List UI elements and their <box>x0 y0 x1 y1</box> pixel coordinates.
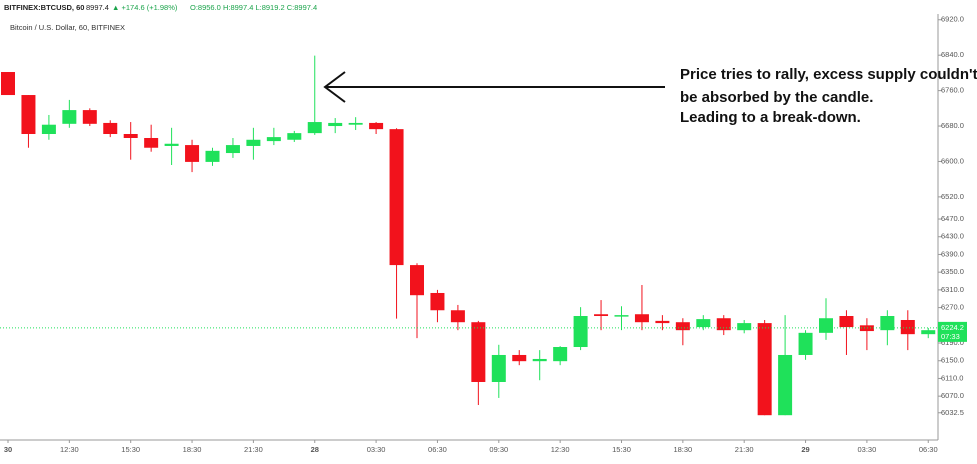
candle-body <box>880 316 895 331</box>
candle-body <box>675 322 690 331</box>
x-tick-label: 21:30 <box>735 445 754 454</box>
y-tick-label: 6350.0 <box>941 267 964 276</box>
candle-body <box>164 143 179 146</box>
y-tick-label: 6430.0 <box>941 232 964 241</box>
x-tick-label: 29 <box>801 445 809 454</box>
y-tick-label: 6760.0 <box>941 86 964 95</box>
candle-body <box>757 323 772 416</box>
candle-body <box>532 358 547 362</box>
candle-body <box>778 354 793 416</box>
candle-body <box>716 318 731 331</box>
x-tick-label: 03:30 <box>367 445 386 454</box>
candle-body <box>655 320 670 324</box>
candle-body <box>512 354 527 362</box>
candle-body <box>819 318 833 333</box>
change: ▲ +174.6 (+1.98%) <box>112 3 178 12</box>
candle-body <box>266 137 281 142</box>
candle-body <box>62 110 77 124</box>
arrow <box>323 71 665 103</box>
candle-body <box>859 325 874 332</box>
candle-body <box>21 95 36 135</box>
annotation: Price tries to rally, excess supply coul… <box>680 66 977 83</box>
x-tick-label: 12:30 <box>60 445 79 454</box>
candle-body <box>369 122 384 130</box>
x-tick-label: 18:30 <box>183 445 202 454</box>
y-tick-label: 6032.5 <box>941 408 964 417</box>
x-tick-label: 09:30 <box>489 445 508 454</box>
ohlc: O:8956.0 H:8997.4 L:8919.2 C:8997.4 <box>190 3 317 12</box>
candle-body <box>594 314 609 317</box>
candle-body <box>41 124 56 135</box>
candle-body <box>1 72 15 96</box>
annotation: Leading to a break-down. <box>680 109 861 126</box>
candle-body <box>450 310 465 323</box>
candle-body <box>900 319 915 335</box>
candle-body <box>307 122 322 134</box>
x-tick-label: 03:30 <box>858 445 877 454</box>
x-tick-label: 15:30 <box>121 445 140 454</box>
y-tick-label: 6390.0 <box>941 249 964 258</box>
x-tick-label: 30 <box>4 445 12 454</box>
y-tick-label: 6270.0 <box>941 303 964 312</box>
x-tick-label: 18:30 <box>673 445 692 454</box>
candle-body <box>389 129 404 266</box>
annotation: be absorbed by the candle. <box>680 89 873 106</box>
x-tick-label: 21:30 <box>244 445 263 454</box>
candle-body <box>123 134 138 138</box>
candle-body <box>410 265 424 296</box>
x-tick-label: 06:30 <box>428 445 447 454</box>
subtitle: Bitcoin / U.S. Dollar, 60, BITFINEX <box>10 23 125 32</box>
symbol: BITFINEX:BTCUSD, 60 <box>4 3 84 12</box>
x-tick-label: 12:30 <box>551 445 570 454</box>
x-tick-label: 28 <box>311 445 319 454</box>
last-price-label: 6224.2 <box>941 323 964 332</box>
candle-body <box>737 323 752 331</box>
y-tick-label: 6470.0 <box>941 214 964 223</box>
candle-body <box>328 122 343 127</box>
last-price-box <box>938 321 967 342</box>
candle-body <box>921 330 936 335</box>
candle-body <box>144 137 159 148</box>
candle-body <box>573 316 588 348</box>
candle-body <box>82 110 97 124</box>
candle-body <box>839 316 854 328</box>
x-tick-label: 06:30 <box>919 445 938 454</box>
y-tick-label: 6310.0 <box>941 285 964 294</box>
x-tick-label: 15:30 <box>612 445 631 454</box>
candle-body <box>798 332 813 355</box>
candle-body <box>246 139 261 146</box>
y-tick-label: 6190.0 <box>941 338 964 347</box>
candle-body <box>634 314 649 323</box>
candle-body <box>348 122 363 125</box>
y-tick-label: 6110.0 <box>941 373 963 382</box>
candle-body <box>614 315 629 317</box>
y-tick-label: 6150.0 <box>941 356 964 365</box>
candle-body <box>287 133 302 140</box>
candle-body <box>491 354 506 382</box>
countdown: 07:33 <box>941 332 960 341</box>
last-price: 8997.4 <box>86 3 109 12</box>
candle-body <box>430 292 445 311</box>
y-tick-label: 6600.0 <box>941 156 964 165</box>
y-tick-label: 6520.0 <box>941 192 964 201</box>
candle-body <box>471 322 486 382</box>
candle-body <box>185 145 200 162</box>
y-tick-label: 6840.0 <box>941 50 964 59</box>
candle-body <box>205 150 220 162</box>
y-tick-label: 6680.0 <box>941 121 964 130</box>
candle-body <box>225 145 240 154</box>
candle-body <box>103 122 118 135</box>
y-tick-label: 6070.0 <box>941 391 964 400</box>
candle-body <box>553 347 568 362</box>
candle-body <box>696 319 711 328</box>
y-tick-label: 6920.0 <box>941 15 964 24</box>
